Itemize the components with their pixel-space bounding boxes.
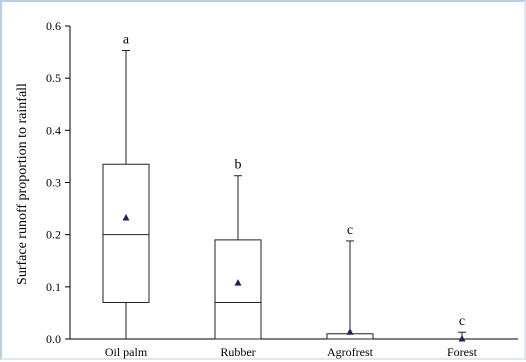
x-category-label: Rubber	[220, 345, 255, 359]
y-tick-label: 0.0	[46, 332, 61, 346]
box-group: b	[214, 158, 262, 340]
mean-marker	[234, 279, 242, 286]
y-axis: 0.0 0.1 0.2 0.3 0.4 0.5 0.6	[46, 19, 71, 346]
y-tick-label: 0.5	[46, 71, 61, 85]
iqr-box	[102, 163, 150, 303]
x-axis: Oil palm Rubber Agrofrest Forest	[70, 338, 518, 359]
group-letter-label: b	[235, 158, 242, 173]
group-letter-label: c	[347, 223, 353, 238]
x-category-label: Oil palm	[105, 345, 148, 359]
x-category-label: Agrofrest	[327, 345, 374, 359]
mean-marker	[458, 335, 466, 342]
iqr-box	[214, 239, 262, 340]
boxes: a b c c	[102, 33, 466, 342]
y-tick-label: 0.3	[46, 176, 61, 190]
y-axis-title: Surface runoff proportion to rainfall	[15, 83, 30, 285]
box-group: c	[458, 314, 466, 342]
y-tick-label: 0.2	[46, 228, 61, 242]
group-letter-label: a	[123, 33, 130, 48]
box-group: a	[102, 33, 150, 339]
y-tick-label: 0.1	[46, 280, 61, 294]
mean-marker	[346, 328, 354, 335]
mean-marker	[122, 213, 130, 221]
y-tick-label: 0.6	[46, 19, 61, 33]
y-tick-label: 0.4	[46, 123, 61, 137]
box-group: c	[326, 223, 374, 340]
group-letter-label: c	[459, 314, 465, 329]
x-category-label: Forest	[447, 345, 478, 359]
